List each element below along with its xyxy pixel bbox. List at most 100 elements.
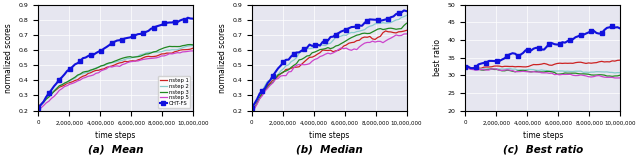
nstep 3 [61, 82, 68, 84]
nstep 1 [189, 47, 197, 49]
nstep 2 [469, 67, 477, 69]
nstep 1 [490, 65, 498, 67]
nstep 3 [87, 69, 95, 71]
OHT-FS [61, 73, 68, 75]
nstep 2 [509, 68, 516, 70]
nstep 5 [35, 109, 42, 110]
nstep 3 [514, 70, 522, 72]
OHT-FS [131, 34, 139, 36]
nstep 2 [131, 56, 139, 58]
Line: nstep 1: nstep 1 [252, 30, 406, 106]
nstep 2 [292, 57, 300, 59]
nstep 2 [616, 72, 624, 74]
nstep 5 [84, 75, 92, 77]
nstep 3 [84, 70, 92, 72]
nstep 1 [298, 63, 305, 65]
Line: nstep 2: nstep 2 [465, 68, 620, 73]
OHT-FS [84, 55, 92, 57]
nstep 2 [84, 71, 92, 73]
nstep 1 [35, 105, 42, 107]
nstep 2 [403, 14, 410, 16]
nstep 3 [292, 63, 300, 65]
nstep 5 [488, 68, 495, 70]
OHT-FS [287, 55, 295, 57]
nstep 1 [274, 75, 282, 77]
nstep 5 [131, 60, 139, 62]
nstep 2 [274, 74, 282, 76]
nstep 5 [616, 77, 624, 79]
nstep 2 [514, 69, 522, 71]
OHT-FS [87, 54, 95, 56]
nstep 1 [300, 61, 308, 63]
X-axis label: time steps: time steps [309, 131, 349, 140]
nstep 3 [616, 74, 624, 76]
nstep 2 [189, 45, 197, 47]
OHT-FS [292, 52, 300, 54]
nstep 1 [504, 65, 511, 67]
Line: nstep 1: nstep 1 [38, 48, 193, 106]
nstep 1 [79, 75, 87, 77]
OHT-FS [509, 52, 516, 54]
nstep 1 [403, 29, 410, 31]
nstep 1 [292, 66, 300, 68]
nstep 5 [345, 49, 353, 51]
Line: nstep 3: nstep 3 [252, 23, 406, 111]
nstep 1 [131, 60, 139, 62]
nstep 1 [561, 62, 569, 64]
OHT-FS [248, 107, 255, 109]
nstep 5 [506, 69, 514, 71]
Title: (a)  Mean: (a) Mean [88, 144, 143, 154]
nstep 1 [74, 79, 81, 81]
OHT-FS [561, 42, 569, 44]
nstep 3 [248, 110, 255, 112]
OHT-FS [609, 25, 616, 27]
nstep 3 [300, 57, 308, 59]
nstep 5 [189, 50, 197, 52]
Y-axis label: normalized scores: normalized scores [4, 23, 13, 93]
nstep 5 [287, 71, 295, 73]
nstep 5 [501, 69, 509, 71]
OHT-FS [345, 27, 353, 29]
OHT-FS [184, 17, 191, 19]
Line: OHT-FS: OHT-FS [463, 24, 622, 70]
nstep 2 [35, 106, 42, 108]
Line: nstep 5: nstep 5 [38, 51, 193, 109]
nstep 2 [516, 69, 524, 71]
nstep 5 [514, 71, 522, 73]
Line: OHT-FS: OHT-FS [250, 9, 408, 110]
nstep 3 [79, 71, 87, 73]
nstep 2 [61, 82, 68, 84]
nstep 3 [345, 38, 353, 40]
nstep 1 [87, 72, 95, 74]
OHT-FS [300, 48, 308, 50]
nstep 2 [611, 72, 619, 74]
nstep 3 [187, 44, 195, 46]
Line: nstep 5: nstep 5 [465, 68, 620, 78]
nstep 3 [298, 58, 305, 60]
nstep 5 [248, 110, 255, 112]
nstep 5 [298, 64, 305, 66]
nstep 3 [131, 56, 139, 58]
nstep 3 [74, 74, 81, 76]
Line: nstep 2: nstep 2 [252, 15, 406, 105]
nstep 2 [287, 61, 295, 63]
nstep 5 [559, 73, 566, 75]
nstep 2 [345, 32, 353, 34]
nstep 1 [616, 59, 624, 61]
OHT-FS [35, 107, 42, 109]
nstep 3 [488, 68, 495, 70]
Legend: nstep 1, nstep 2, nstep 3, nstep 5, OHT-FS: nstep 1, nstep 2, nstep 3, nstep 5, OHT-… [158, 76, 191, 108]
nstep 3 [287, 66, 295, 68]
nstep 3 [559, 73, 566, 75]
nstep 5 [461, 67, 469, 69]
nstep 5 [292, 64, 300, 66]
nstep 1 [461, 67, 469, 69]
nstep 2 [298, 50, 305, 52]
nstep 1 [472, 68, 480, 70]
nstep 5 [274, 78, 282, 79]
nstep 2 [490, 68, 498, 70]
OHT-FS [400, 9, 408, 11]
nstep 5 [511, 71, 519, 73]
nstep 5 [79, 77, 87, 79]
X-axis label: time steps: time steps [522, 131, 563, 140]
